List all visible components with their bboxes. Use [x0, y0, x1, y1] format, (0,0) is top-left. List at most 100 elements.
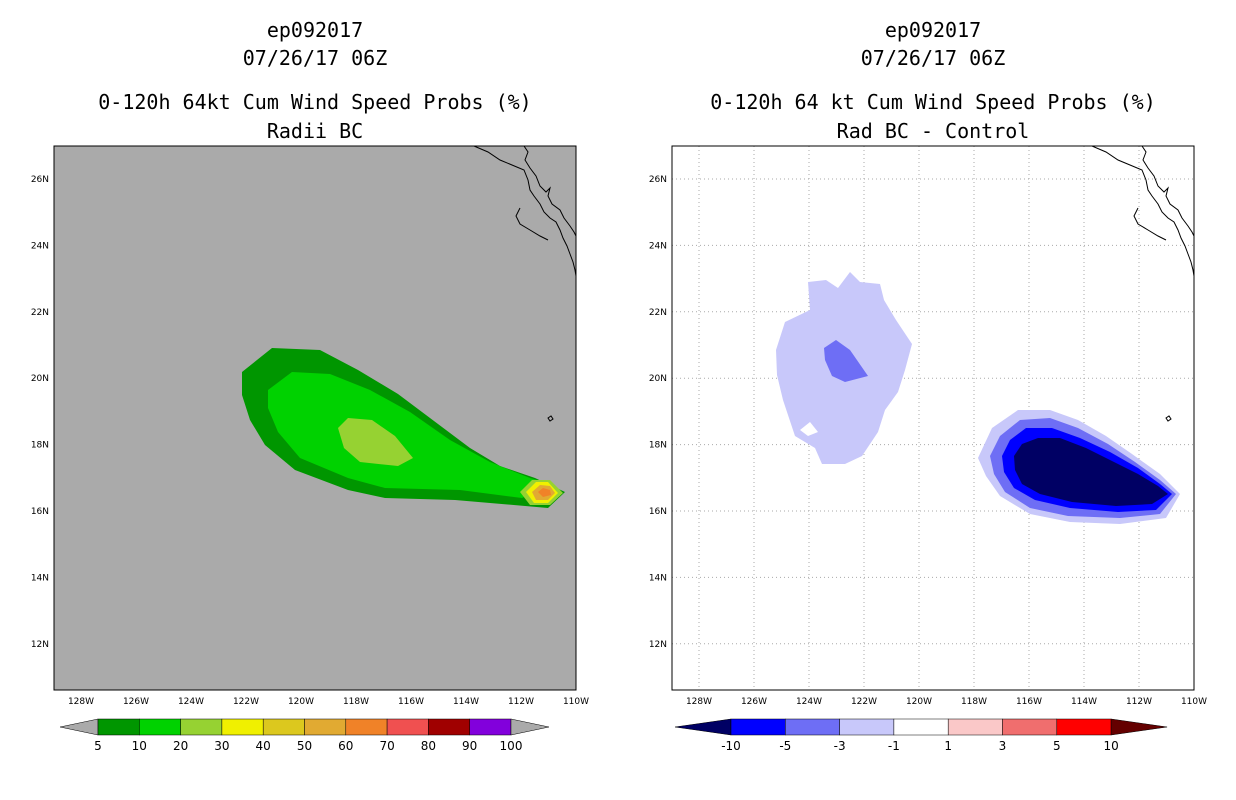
right-title-product: 0-120h 64 kt Cum Wind Speed Probs (%) — [710, 90, 1156, 114]
left-contour-20 — [338, 418, 413, 466]
left-lat-label: 16N — [31, 507, 49, 517]
left-lon-label: 110W — [563, 697, 589, 707]
right-lon-label: 122W — [851, 697, 877, 707]
right-legend-arrow-high — [1110, 718, 1168, 736]
left-lat-label: 14N — [31, 573, 49, 583]
left-lon-label: 118W — [343, 697, 369, 707]
left-lon-label: 120W — [288, 697, 314, 707]
right-lat-label: 20N — [649, 374, 667, 384]
right-legend-label: 10 — [1103, 739, 1118, 753]
right-lon-label: 120W — [906, 697, 932, 707]
left-legend-label: 10 — [132, 739, 147, 753]
left-contour-10 — [268, 372, 552, 498]
right-legend-swatch — [947, 718, 1003, 736]
right-title-subtitle: Rad BC - Control — [836, 119, 1030, 143]
left-legend-label: 30 — [214, 739, 229, 753]
right-lon-label: 112W — [1126, 697, 1152, 707]
right-lat-label: 26N — [649, 175, 667, 185]
right-legend-label: -5 — [779, 739, 791, 753]
right-legend-label: 3 — [999, 739, 1007, 753]
left-legend-swatch — [469, 718, 512, 736]
right-legend-swatch — [1056, 718, 1112, 736]
left-legend-swatch — [345, 718, 388, 736]
left-legend-swatch — [221, 718, 264, 736]
left-legend-swatch — [428, 718, 470, 736]
left-lon-label: 112W — [508, 697, 534, 707]
right-lon-labels: 128W 126W 124W 122W 120W 118W 116W 114W 112W 110W — [686, 697, 1207, 707]
right-contour-neg3-west — [824, 340, 868, 382]
right-legend-label: -10 — [721, 739, 741, 753]
left-legend-label: 70 — [379, 739, 394, 753]
right-legend-swatch — [1002, 718, 1058, 736]
right-lon-label: 116W — [1016, 697, 1042, 707]
right-title-storm: ep092017 — [884, 18, 982, 42]
left-legend-label: 50 — [297, 739, 312, 753]
right-lon-label: 128W — [686, 697, 712, 707]
right-legend-label: 5 — [1053, 739, 1061, 753]
left-title-storm: ep092017 — [266, 18, 364, 42]
left-legend-swatch — [262, 718, 305, 736]
left-lat-label: 26N — [31, 175, 49, 185]
right-lon-label: 110W — [1181, 697, 1207, 707]
left-lon-label: 126W — [123, 697, 149, 707]
left-title-date: 07/26/17 06Z — [242, 46, 388, 70]
left-legend-swatch — [304, 718, 347, 736]
left-lon-labels: 128W 126W 124W 122W 120W 118W 116W 114W 112W 110W — [68, 697, 589, 707]
left-legend-swatch — [97, 718, 140, 736]
right-lon-label: 126W — [741, 697, 767, 707]
right-lat-label: 14N — [649, 573, 667, 583]
right-lat-label: 24N — [649, 241, 667, 251]
left-map-frame — [53, 145, 577, 691]
right-coastline — [1091, 146, 1194, 422]
left-legend-label: 20 — [173, 739, 188, 753]
right-contour-neg1-hole — [800, 422, 818, 436]
left-legend-arrow-high — [510, 718, 550, 736]
left-legend-label: 5 — [94, 739, 102, 753]
right-legend-label: -3 — [834, 739, 846, 753]
left-title-subtitle: Radii BC — [266, 119, 364, 143]
right-legend-swatch — [893, 718, 949, 736]
right-lat-label: 16N — [649, 507, 667, 517]
right-lat-label: 12N — [649, 640, 667, 650]
left-lon-label: 116W — [398, 697, 424, 707]
left-title-product: 0-120h 64kt Cum Wind Speed Probs (%) — [98, 90, 532, 114]
right-lat-label: 22N — [649, 308, 667, 318]
left-coastline — [473, 146, 576, 422]
right-legend-swatch — [730, 718, 786, 736]
left-legend: 5 10 20 30 40 50 60 70 80 90 100 — [59, 718, 550, 753]
left-legend-arrow-low — [59, 718, 99, 736]
left-legend-swatch — [180, 718, 223, 736]
right-lon-label: 124W — [796, 697, 822, 707]
right-lat-label: 18N — [649, 441, 667, 451]
left-legend-label: 40 — [256, 739, 271, 753]
left-legend-label: 80 — [421, 739, 436, 753]
left-legend-label: 60 — [338, 739, 353, 753]
left-map — [54, 146, 576, 690]
right-map — [672, 146, 1194, 690]
left-lat-label: 22N — [31, 308, 49, 318]
left-legend-swatch — [386, 718, 429, 736]
left-lon-label: 122W — [233, 697, 259, 707]
left-contour-60 — [538, 488, 551, 497]
right-map-background — [672, 146, 1194, 690]
right-legend-label: 1 — [944, 739, 952, 753]
right-contour-neg10-east — [1014, 438, 1168, 506]
right-lon-label: 118W — [961, 697, 987, 707]
right-legend-label: -1 — [888, 739, 900, 753]
right-legend-swatch — [785, 718, 840, 736]
left-lat-label: 20N — [31, 374, 49, 384]
left-lat-label: 18N — [31, 441, 49, 451]
left-lon-label: 114W — [453, 697, 479, 707]
right-title-date: 07/26/17 06Z — [860, 46, 1006, 70]
left-legend-label: 90 — [462, 739, 477, 753]
left-legend-label: 100 — [500, 739, 523, 753]
left-lon-label: 124W — [178, 697, 204, 707]
right-legend: -10 -5 -3 -1 1 3 5 10 — [674, 718, 1168, 753]
left-lon-label: 128W — [68, 697, 94, 707]
left-lat-labels: 26N 24N 22N 20N 18N 16N 14N 12N — [31, 175, 49, 650]
right-lat-labels: 26N 24N 22N 20N 18N 16N 14N 12N — [649, 175, 667, 650]
left-legend-swatch — [139, 718, 181, 736]
left-lat-label: 24N — [31, 241, 49, 251]
right-map-frame — [671, 145, 1195, 691]
right-lon-label: 114W — [1071, 697, 1097, 707]
